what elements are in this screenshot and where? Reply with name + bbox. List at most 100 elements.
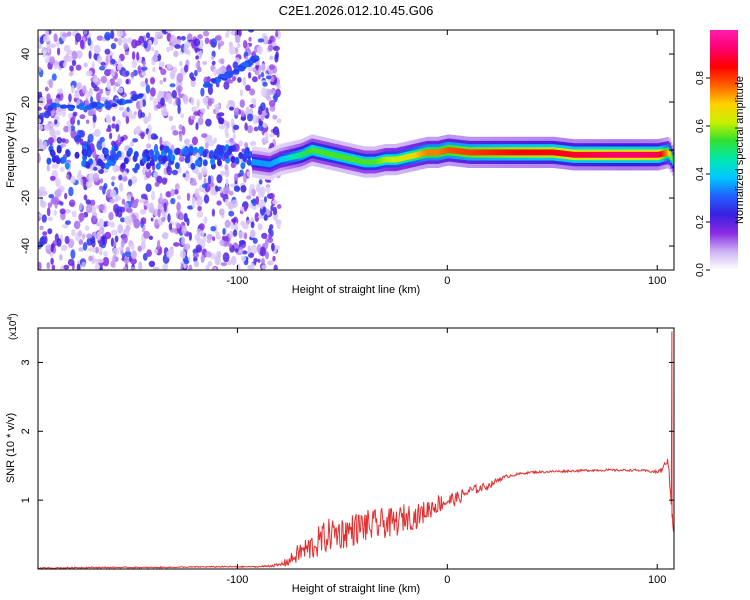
heatmap-cell bbox=[55, 157, 61, 165]
heatmap-cell bbox=[197, 117, 204, 126]
heatmap-cell bbox=[165, 191, 171, 198]
heatmap-cell bbox=[106, 80, 112, 91]
heatmap-cell bbox=[276, 204, 282, 209]
heatmap-cell bbox=[140, 112, 146, 118]
heatmap-cell bbox=[173, 189, 179, 195]
heatmap-cell bbox=[156, 239, 161, 250]
heatmap-cell bbox=[74, 91, 80, 99]
heatmap-cell bbox=[46, 207, 51, 217]
heatmap-cell bbox=[561, 150, 564, 157]
heatmap-cell bbox=[227, 260, 232, 266]
heatmap-cell bbox=[502, 149, 505, 156]
heatmap-noise-layer bbox=[38, 30, 282, 270]
heatmap-cell bbox=[71, 59, 77, 67]
heatmap-cell bbox=[55, 106, 63, 117]
heatmap-cell bbox=[73, 220, 81, 230]
heatmap-cell bbox=[663, 150, 666, 157]
heatmap-cell bbox=[272, 45, 280, 52]
heatmap-cell bbox=[119, 182, 124, 192]
heatmap-cell bbox=[163, 145, 169, 153]
heatmap-cell bbox=[557, 150, 560, 156]
heatmap-cell bbox=[487, 149, 490, 156]
heatmap-cell bbox=[63, 125, 70, 133]
heatmap-cell bbox=[289, 154, 292, 161]
heatmap-cell bbox=[224, 219, 231, 228]
heatmap-cell bbox=[493, 149, 497, 156]
heatmap-cell bbox=[230, 183, 235, 188]
heatmap-cell bbox=[331, 151, 334, 158]
heatmap-cell bbox=[252, 114, 259, 125]
heatmap-cell bbox=[199, 223, 205, 231]
heatmap-cell bbox=[420, 151, 423, 157]
heatmap-cell bbox=[94, 128, 101, 137]
heatmap-cell bbox=[50, 102, 57, 107]
heatmap-cell bbox=[197, 205, 202, 212]
heatmap-cell bbox=[262, 160, 265, 167]
heatmap-cell bbox=[339, 153, 342, 160]
heatmap-cell bbox=[265, 107, 269, 114]
heatmap-cell bbox=[183, 259, 190, 265]
heatmap-cell bbox=[191, 198, 196, 209]
heatmap-cell bbox=[130, 242, 135, 250]
heatmap-cell bbox=[171, 125, 177, 131]
heatmap-cell bbox=[337, 153, 340, 160]
heatmap-cell bbox=[148, 202, 155, 213]
heatmap-cell bbox=[38, 66, 42, 73]
heatmap-cell bbox=[99, 178, 103, 184]
heatmap-cell bbox=[71, 84, 75, 94]
colorbar-tick-label: 0.0 bbox=[695, 263, 706, 277]
heatmap-cell bbox=[512, 149, 515, 156]
heatmap-cell bbox=[623, 151, 626, 158]
heatmap-cell bbox=[566, 151, 569, 157]
heatmap-cell bbox=[547, 149, 550, 156]
heatmap-cell bbox=[609, 151, 613, 158]
heatmap-cell bbox=[88, 255, 93, 262]
heatmap-cell bbox=[446, 147, 450, 153]
heatmap-cell bbox=[384, 156, 388, 163]
heatmap-cell bbox=[66, 55, 74, 63]
heatmap-cell bbox=[336, 152, 339, 159]
heatmap-cell bbox=[90, 96, 94, 104]
heatmap-cell bbox=[249, 88, 256, 96]
heatmap-cell bbox=[39, 186, 46, 192]
heatmap-cell bbox=[111, 123, 116, 129]
heatmap-cell bbox=[52, 196, 60, 205]
heatmap-cell bbox=[196, 200, 201, 206]
heatmap-cell bbox=[121, 198, 126, 205]
heatmap-cell bbox=[154, 150, 160, 158]
heatmap-cell bbox=[250, 262, 255, 270]
heatmap-cell bbox=[170, 197, 176, 205]
heatmap-cell bbox=[253, 258, 258, 263]
heatmap-cell bbox=[158, 91, 165, 97]
heatmap-cell bbox=[229, 230, 234, 239]
heatmap-cell bbox=[168, 115, 174, 122]
heatmap-cell bbox=[176, 222, 181, 229]
heatmap-cell bbox=[160, 97, 165, 107]
heatmap-cell bbox=[562, 150, 566, 157]
heatmap-cell bbox=[174, 44, 182, 49]
heatmap-cell bbox=[59, 166, 65, 172]
heatmap-cell bbox=[260, 63, 266, 73]
heatmap-cell bbox=[144, 149, 149, 157]
snr-y-ticks: 1 2 3 bbox=[20, 359, 674, 503]
heatmap-cell bbox=[77, 119, 80, 126]
heatmap-cell bbox=[50, 257, 54, 265]
heatmap-cell bbox=[211, 60, 216, 66]
heatmap-cell bbox=[159, 79, 163, 85]
heatmap-cell bbox=[184, 243, 191, 251]
heatmap-cell bbox=[163, 77, 167, 82]
heatmap-cell bbox=[171, 169, 178, 176]
heatmap-cell bbox=[292, 153, 295, 160]
heatmap-cell bbox=[112, 254, 116, 264]
heatmap-cell bbox=[159, 192, 163, 203]
heatmap-cell bbox=[117, 37, 123, 46]
heatmap-cell bbox=[261, 264, 267, 270]
heatmap-cell bbox=[220, 262, 228, 267]
heatmap-cell bbox=[104, 231, 112, 240]
heatmap-cell bbox=[85, 105, 92, 110]
heatmap-cell bbox=[215, 231, 220, 240]
heatmap-cell bbox=[455, 148, 458, 154]
spectrogram-x-axis-label: Height of straight line (km) bbox=[292, 284, 420, 296]
heatmap-cell bbox=[212, 236, 216, 241]
heatmap-cell bbox=[143, 116, 149, 124]
